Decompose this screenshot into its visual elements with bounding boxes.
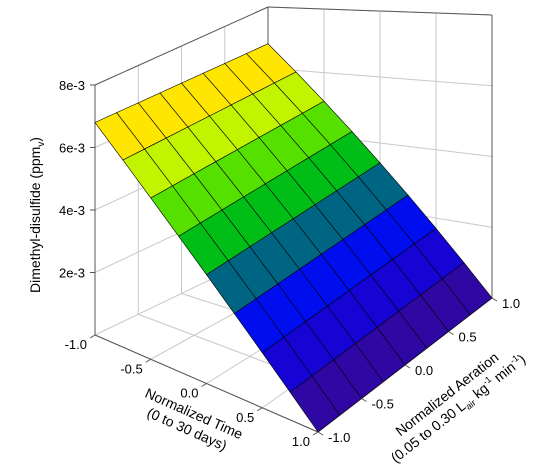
y-tick-label: -0.5: [372, 397, 394, 412]
y-label-sub: air: [464, 398, 478, 412]
z-label-end: ): [27, 137, 43, 142]
z-tick-label: 2e-3: [59, 266, 85, 281]
x-tick: [312, 431, 319, 436]
z-tick-label: 6e-3: [59, 141, 85, 156]
x-tick: [145, 358, 152, 363]
x-tick: [89, 334, 96, 339]
z-label-sub: v: [36, 142, 47, 147]
z-tick-label: 8e-3: [59, 78, 85, 93]
surface: [94, 43, 493, 433]
x-tick-label: -1.0: [65, 337, 87, 352]
y-tick-label: 1.0: [502, 296, 520, 311]
box-edge: [267, 6, 493, 16]
x-tick-label: 1.0: [292, 434, 310, 449]
z-label-main: Dimethyl-disulfide (ppm: [27, 147, 43, 293]
surface-cell: [289, 375, 341, 433]
x-tick-label: -0.5: [120, 361, 142, 376]
z-tick-label: 4e-3: [59, 203, 85, 218]
x-tick: [256, 407, 263, 412]
y-tick-label: 0.5: [459, 330, 477, 345]
y-tick: [404, 364, 411, 369]
x-tick-label: 0.0: [180, 386, 198, 401]
y-tick-label: 0.0: [415, 363, 433, 378]
y-tick-label: -1.0: [328, 430, 350, 445]
y-tick: [361, 398, 367, 402]
y-tick: [491, 297, 498, 302]
y-tick: [317, 431, 324, 436]
x-tick: [201, 383, 207, 387]
x-tick-label: 0.5: [236, 410, 254, 425]
labels: 2e-3 4e-3 6e-3 8e-3 -1.0 -0.5 0.0 0.5 1.0 -1.0 -0.…: [59, 78, 520, 449]
box-edge: [94, 6, 269, 86]
z-axis-label: Dimethyl-disulfide (ppmv): [27, 137, 47, 293]
y-tick: [448, 331, 454, 335]
